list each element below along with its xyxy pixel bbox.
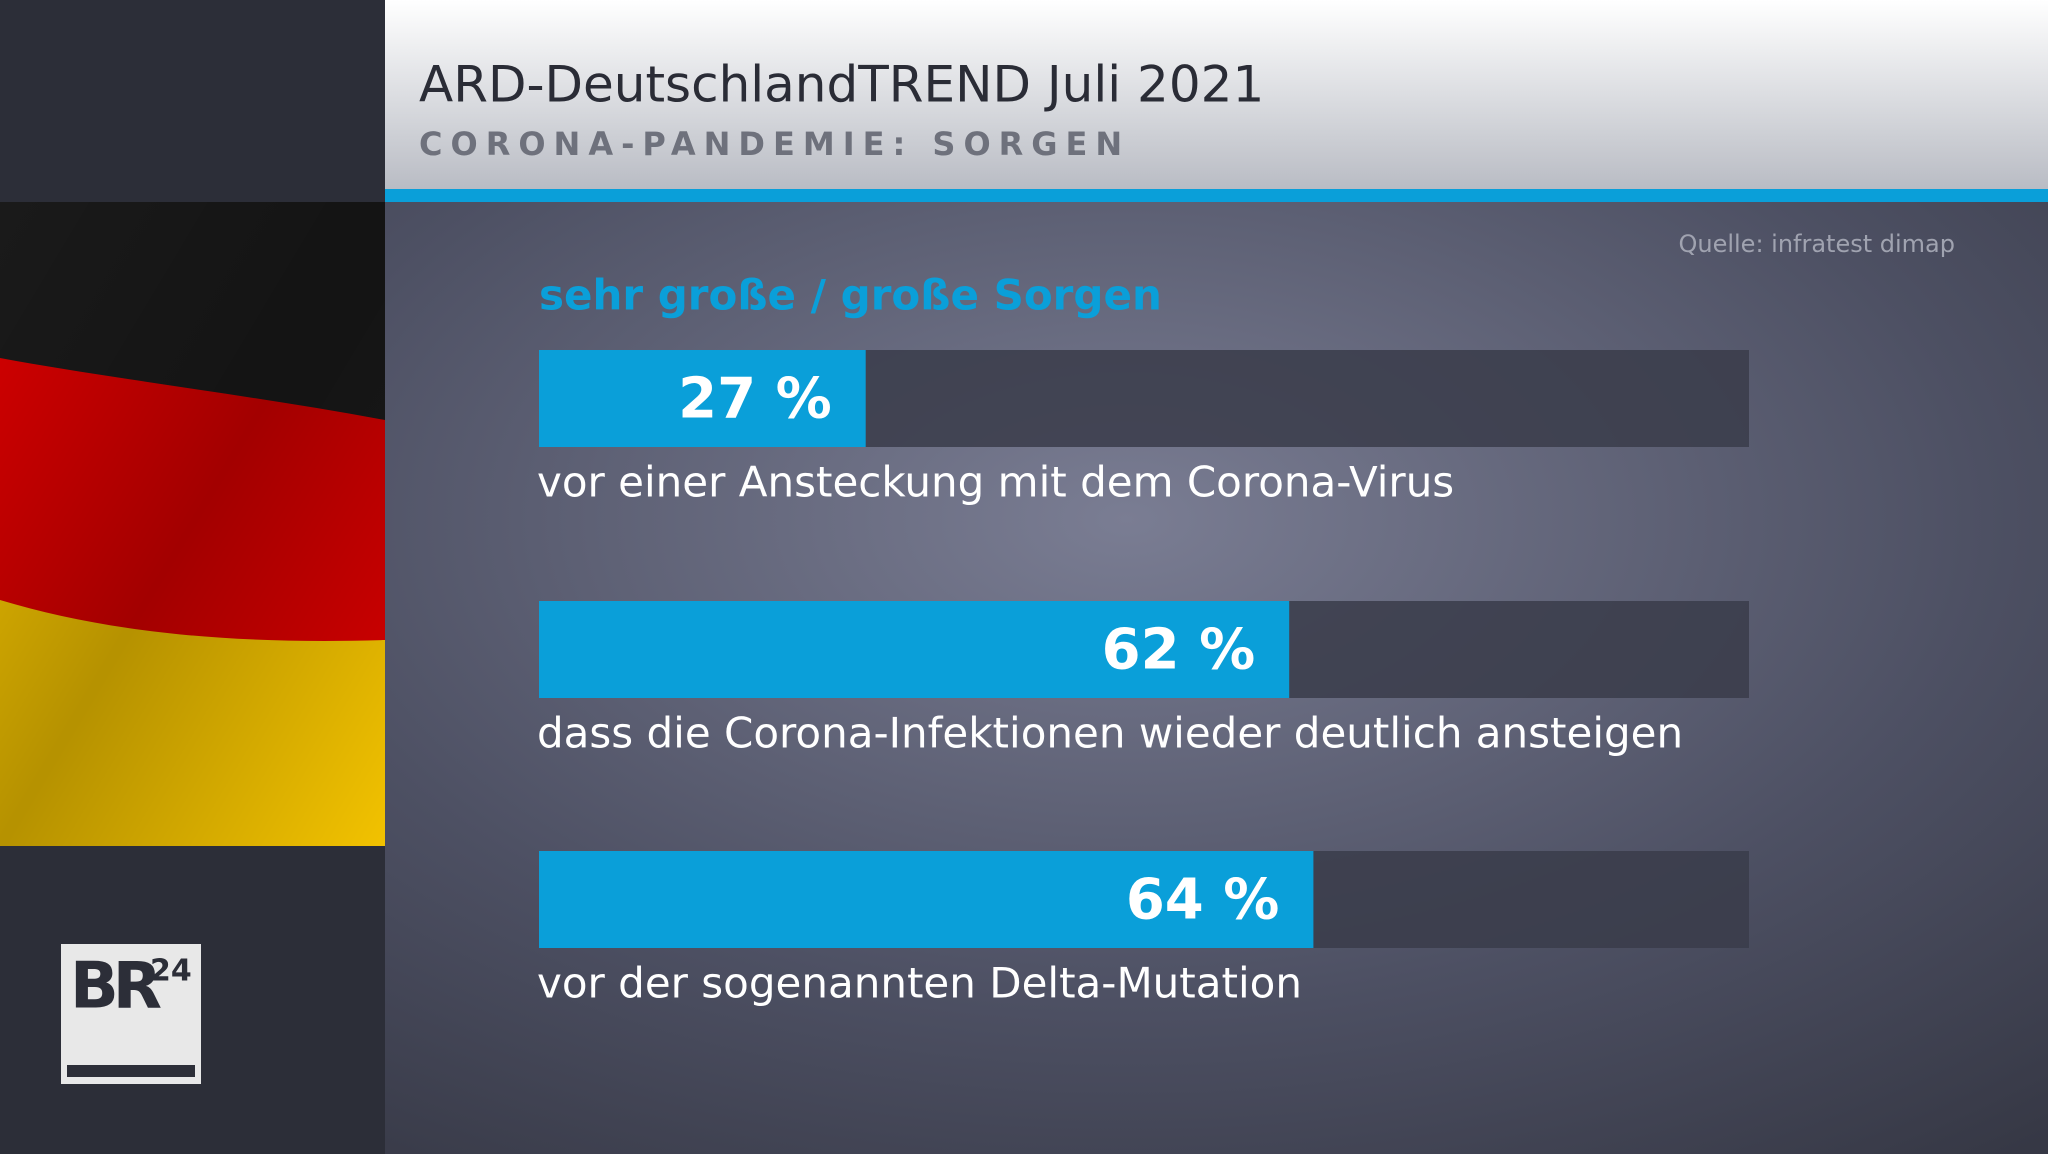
category-label: vor einer Ansteckung mit dem Corona-Viru… [537, 458, 1454, 507]
bar [539, 851, 1314, 948]
bar [539, 601, 1290, 698]
value-label: 62 % [1102, 618, 1256, 683]
logo-text: BR [70, 950, 161, 1024]
title: ARD-DeutschlandTREND Juli 2021 [419, 56, 1264, 114]
bar [539, 350, 866, 447]
logo-sup: 24 [150, 954, 192, 989]
header [385, 0, 2048, 189]
value-label: 27 % [678, 367, 832, 432]
value-label: 64 % [1126, 868, 1280, 933]
series-name: sehr große / große Sorgen [539, 271, 1162, 320]
header-stripe [385, 189, 2048, 202]
subtitle: CORONA-PANDEMIE: SORGEN [419, 125, 1130, 163]
source: Quelle: infratest dimap [1678, 230, 1955, 258]
category-label: dass die Corona-Infektionen wieder deutl… [537, 709, 1683, 758]
logo: BR 24 [61, 944, 201, 1084]
flag [0, 202, 385, 846]
category-label: vor der sogenannten Delta-Mutation [537, 959, 1302, 1008]
